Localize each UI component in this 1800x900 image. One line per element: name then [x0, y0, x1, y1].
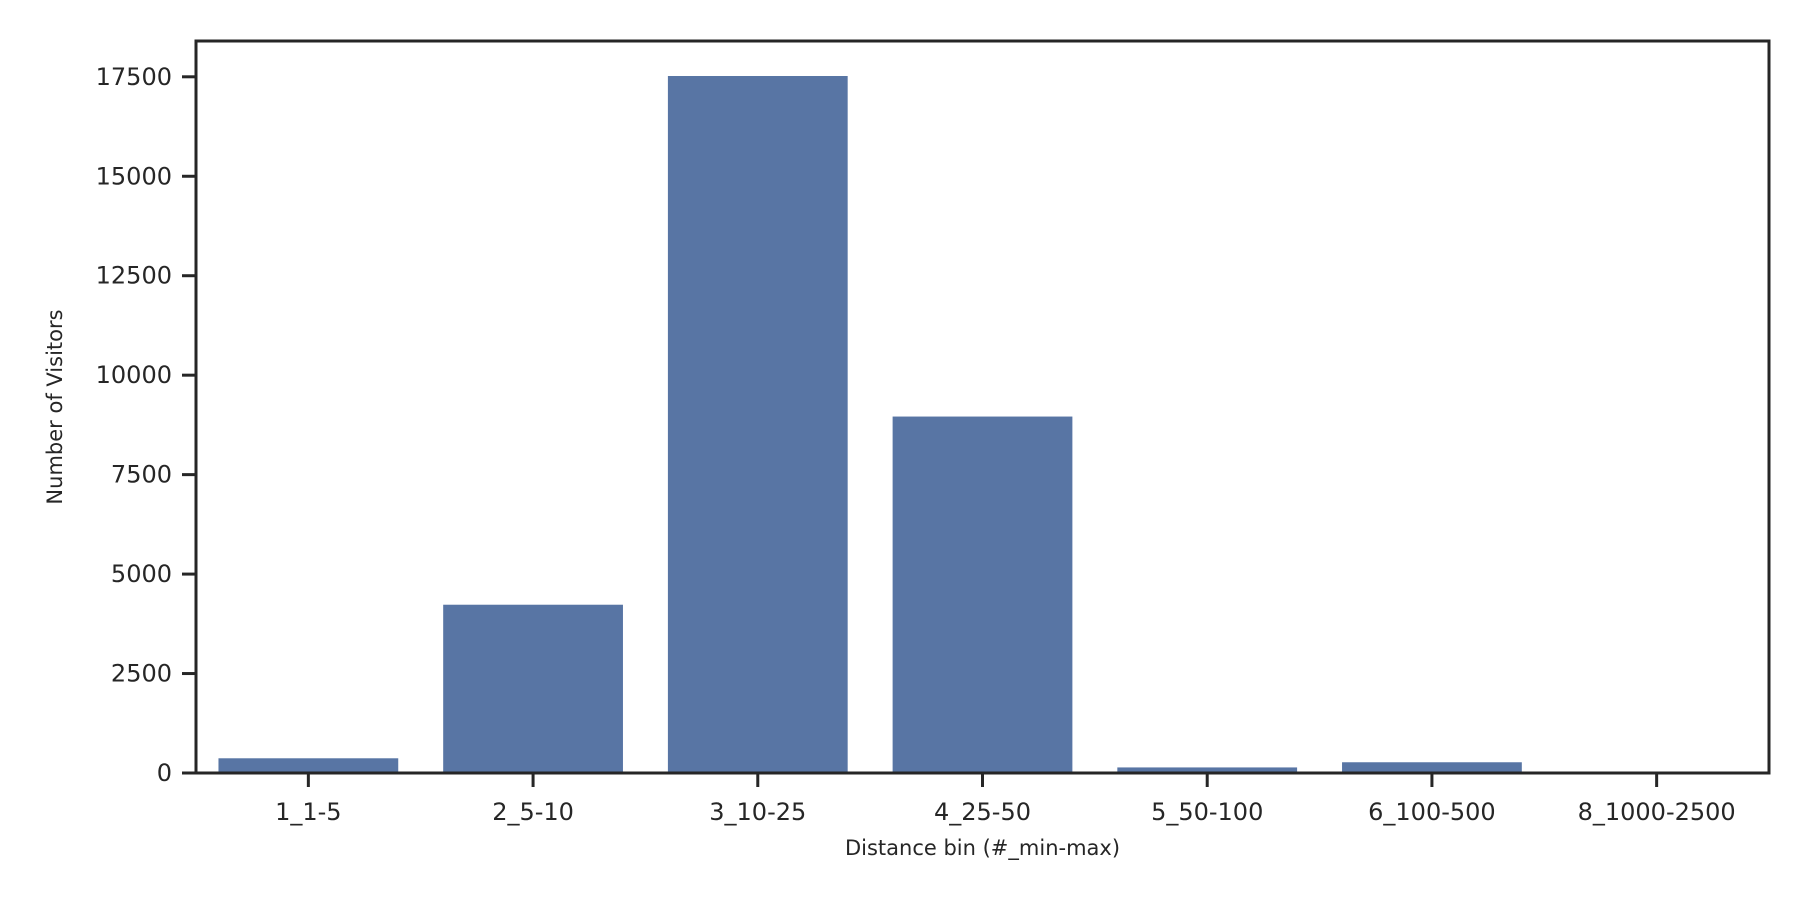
- y-axis: 0 2500 5000 7500 10000 12500 15000 17500: [96, 63, 196, 787]
- x-tick-label: 4_25-50: [934, 798, 1031, 826]
- y-tick-label: 0: [157, 759, 172, 787]
- x-tick-label: 2_5-10: [492, 798, 574, 826]
- y-tick-label: 2500: [111, 660, 172, 688]
- x-tick-label: 1_1-5: [275, 798, 341, 826]
- y-tick-label: 7500: [111, 461, 172, 489]
- x-axis-title: Distance bin (#_min-max): [845, 836, 1120, 861]
- y-axis-title: Number of Visitors: [43, 309, 67, 504]
- x-tick-label: 8_1000-2500: [1578, 798, 1736, 826]
- bar-2_5-10: [443, 604, 623, 773]
- plot-frame: [194, 39, 1771, 775]
- y-tick-label: 12500: [96, 262, 172, 290]
- y-tick-label: 15000: [96, 162, 172, 190]
- x-axis: 1_1-5 2_5-10 3_10-25 4_25-50 5_50-100 6_100-5…: [275, 773, 1736, 826]
- x-tick-label: 3_10-25: [709, 798, 806, 826]
- y-tick-label: 10000: [96, 361, 172, 389]
- x-tick-label: 5_50-100: [1151, 798, 1263, 826]
- bar-3_10-25: [667, 76, 848, 774]
- y-tick-label: 17500: [96, 63, 172, 91]
- x-tick-label: 6_100-500: [1368, 798, 1496, 826]
- bar-6_100-500: [1342, 762, 1522, 773]
- bars: [218, 76, 1747, 774]
- bar-1_1-5: [218, 758, 399, 773]
- bar-4_25-50: [892, 416, 1073, 773]
- y-tick-label: 5000: [111, 560, 172, 588]
- bar-5_50-100: [1117, 767, 1298, 773]
